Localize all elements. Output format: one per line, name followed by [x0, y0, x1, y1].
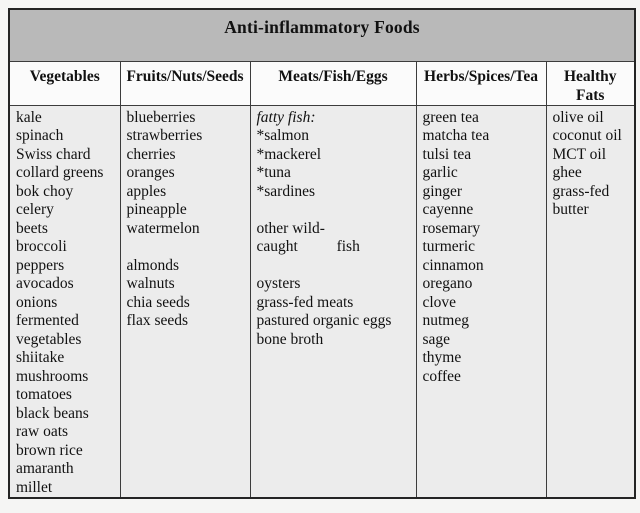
- table-title: Anti-inflammatory Foods: [8, 8, 636, 62]
- food-item: flax seeds: [126, 312, 189, 329]
- food-item: broccoli: [16, 238, 67, 255]
- column-header-herbs-spices-tea: Herbs/Spices/Tea: [415, 60, 547, 106]
- blank-line: [127, 238, 247, 257]
- food-item: celery: [16, 201, 54, 218]
- food-item: chia seeds: [126, 293, 190, 311]
- food-item: fatty fish:: [256, 108, 316, 126]
- food-item: turmeric: [422, 238, 476, 255]
- food-item: walnuts: [126, 275, 175, 292]
- food-item: tulsi tea: [422, 145, 472, 163]
- food-item: black beans: [16, 404, 89, 422]
- food-item: caught fish: [256, 238, 360, 255]
- food-item: olive oil: [552, 108, 604, 126]
- food-item: pineapple: [126, 201, 187, 218]
- food-item: *mackerel: [256, 145, 322, 163]
- column-header-meats-fish-eggs: Meats/Fish/Eggs: [249, 60, 417, 106]
- food-item: kale: [16, 108, 42, 126]
- food-item: onions: [16, 293, 58, 311]
- food-item: pastured organic eggs: [256, 312, 392, 329]
- food-item: brown rice: [16, 441, 83, 459]
- column-header-healthy-fats: Healthy Fats: [545, 60, 636, 106]
- food-item: oregano: [422, 275, 473, 292]
- food-item: grass-fed butter: [552, 182, 610, 219]
- column-cell-herbs-spices-tea: green tea matcha tea tulsi tea garlic ginger…: [415, 104, 547, 499]
- food-item: millet: [16, 478, 53, 496]
- column-header-fruits-nuts-seeds: Fruits/Nuts/Seeds: [119, 60, 251, 106]
- food-item: tomatoes: [16, 386, 72, 403]
- food-item: fermented vegetables: [16, 312, 82, 348]
- blank-line: [257, 257, 413, 276]
- column-cell-vegetables: kale spinach Swiss chard collard greens bok …: [8, 104, 121, 499]
- food-item: bok choy: [16, 182, 74, 200]
- food-item: grass-fed meats: [256, 293, 354, 311]
- food-item: ghee: [552, 164, 582, 181]
- food-item: cherries: [126, 145, 176, 163]
- food-item: beets: [16, 219, 48, 237]
- food-item: shiitake mushrooms: [16, 349, 89, 385]
- food-item: cinnamon: [422, 256, 484, 274]
- food-item: MCT oil: [552, 145, 607, 163]
- food-item: watermelon: [126, 219, 200, 237]
- food-item: raw oats: [16, 423, 69, 440]
- food-item: apples: [126, 182, 167, 200]
- table-title-row: Anti-inflammatory Foods: [8, 8, 636, 62]
- blank-line: [257, 201, 413, 220]
- food-item: spinach: [16, 127, 64, 144]
- column-cell-meats-fish-eggs: fatty fish: *salmon *mackerel *tuna *sardine…: [249, 104, 417, 499]
- food-item: collard greens: [16, 164, 104, 181]
- food-item: blueberries: [126, 108, 196, 126]
- column-cell-healthy-fats: olive oil coconut oil MCT oil ghee grass-fed…: [545, 104, 636, 499]
- table-body-row: kale spinach Swiss chard collard greens bok …: [8, 104, 636, 499]
- column-header-row: Vegetables Fruits/Nuts/Seeds Meats/Fish/Eg…: [8, 60, 636, 106]
- food-item: almonds: [126, 256, 180, 274]
- food-item: thyme: [422, 349, 462, 366]
- food-item: green tea: [422, 108, 479, 126]
- food-item: cayenne: [422, 201, 474, 218]
- food-item: nutmeg: [422, 312, 470, 329]
- column-header-vegetables: Vegetables: [8, 60, 121, 106]
- food-item: garlic: [422, 164, 458, 181]
- food-item: sage: [422, 330, 451, 348]
- food-item: oysters: [256, 275, 301, 292]
- food-item: matcha tea: [422, 127, 490, 144]
- food-item: coffee: [422, 367, 461, 385]
- food-item: ginger: [422, 182, 463, 200]
- food-item: other wild-: [256, 219, 325, 237]
- food-item: clove: [422, 293, 457, 311]
- food-item: *sardines: [256, 182, 316, 200]
- food-item: *salmon: [256, 127, 310, 144]
- food-item: *tuna: [256, 164, 291, 181]
- food-item: bone broth: [256, 330, 324, 348]
- column-cell-fruits-nuts-seeds: blueberries strawberries cherries oranges ap…: [119, 104, 251, 499]
- food-item: rosemary: [422, 219, 481, 237]
- food-item: amaranth: [16, 460, 74, 477]
- food-item: avocados: [16, 275, 74, 292]
- food-item: Swiss chard: [16, 145, 91, 163]
- food-item: peppers: [16, 256, 65, 274]
- anti-inflammatory-foods-table: Anti-inflammatory Foods Vegetables Fruits…: [8, 8, 637, 499]
- food-item: coconut oil: [552, 127, 622, 144]
- food-item: oranges: [126, 164, 175, 181]
- food-item: strawberries: [126, 127, 203, 144]
